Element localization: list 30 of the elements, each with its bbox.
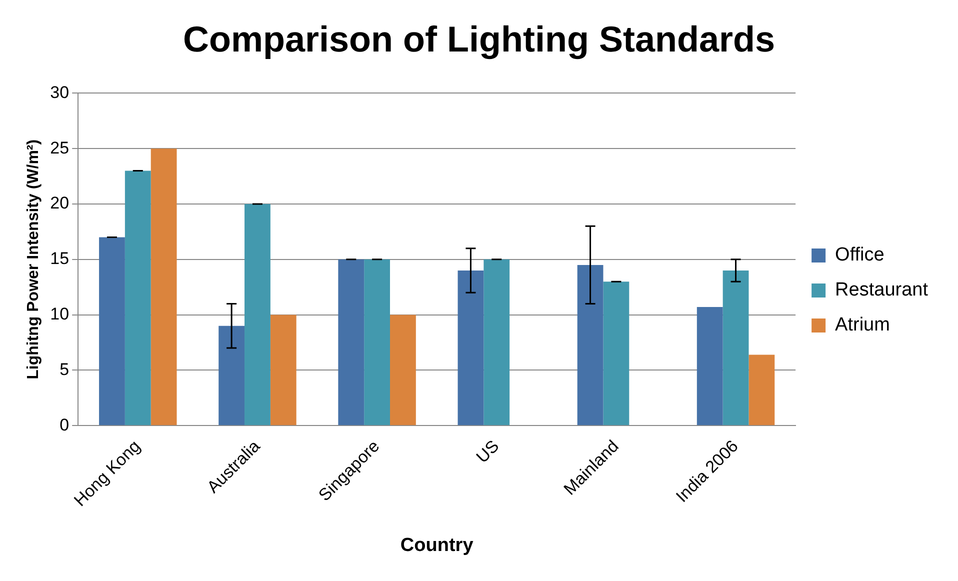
legend-label: Restaurant — [835, 280, 929, 301]
legend-label: Atrium — [835, 314, 890, 336]
y-tick-label: 30 — [50, 82, 70, 102]
bar — [577, 264, 604, 426]
bar — [748, 354, 775, 426]
y-tick-label: 0 — [60, 415, 70, 434]
y-tick-label: 5 — [60, 360, 70, 379]
bar — [99, 237, 125, 426]
bar — [696, 307, 723, 426]
y-tick-label: 25 — [50, 138, 70, 158]
bar — [150, 148, 177, 426]
y-axis-title: Lighitng Power Intensity (W/m²) — [25, 139, 42, 380]
legend-label: Office — [835, 244, 884, 266]
bar — [722, 270, 749, 426]
bar — [270, 314, 296, 426]
x-tick-label: US — [472, 436, 503, 467]
bar — [364, 259, 390, 426]
bar — [484, 259, 510, 426]
bar — [458, 270, 484, 426]
bar — [218, 326, 245, 426]
y-tick-label: 15 — [50, 249, 70, 268]
bar — [338, 259, 364, 426]
bar — [244, 204, 270, 426]
y-tick-label: 10 — [50, 304, 70, 324]
y-tick-label: 20 — [50, 194, 70, 213]
bar — [603, 282, 630, 426]
bar — [124, 170, 151, 426]
chart-title: Comparison of Lighting Standards — [183, 18, 775, 60]
x-axis-title: Country — [400, 534, 474, 556]
bar — [390, 314, 416, 426]
